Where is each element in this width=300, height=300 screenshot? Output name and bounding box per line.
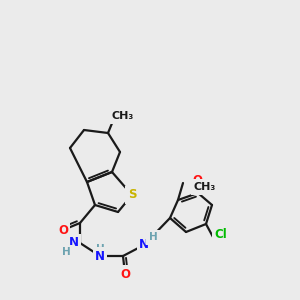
Text: O: O — [120, 268, 130, 281]
Text: O: O — [192, 173, 202, 187]
Text: N: N — [95, 250, 105, 262]
Text: H: H — [61, 247, 70, 257]
Text: O: O — [58, 224, 68, 236]
Text: H: H — [96, 244, 104, 254]
Text: N: N — [69, 236, 79, 250]
Text: S: S — [128, 188, 136, 202]
Text: N: N — [139, 238, 149, 251]
Text: CH₃: CH₃ — [112, 111, 134, 121]
Text: H: H — [148, 232, 158, 242]
Text: CH₃: CH₃ — [194, 182, 216, 192]
Text: Cl: Cl — [214, 227, 227, 241]
